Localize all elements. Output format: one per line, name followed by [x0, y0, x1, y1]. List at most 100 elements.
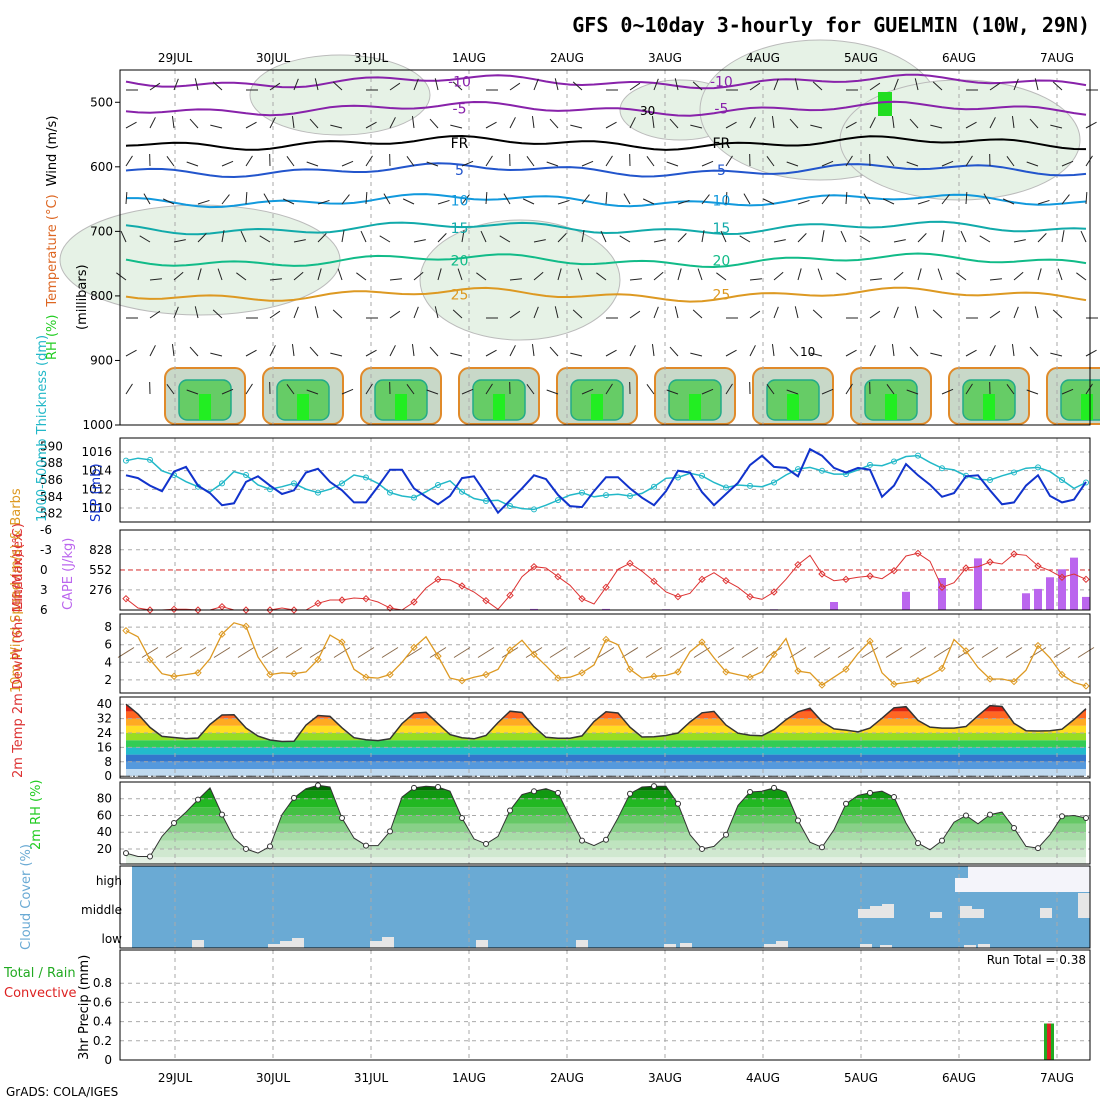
rh-pocket-core — [689, 394, 701, 420]
wind-barb — [869, 345, 876, 357]
rh-pocket-core — [591, 394, 603, 420]
rh-point — [1083, 814, 1089, 821]
wind-barb — [1011, 344, 1015, 357]
wind-barb — [1002, 198, 1015, 205]
wind-barb — [125, 191, 128, 205]
wind-barb — [477, 647, 495, 658]
li-point — [746, 592, 754, 601]
wind-barb — [677, 199, 690, 205]
wind-barb — [1085, 155, 1093, 167]
wind-point — [578, 669, 586, 677]
y-tick: 8 — [104, 620, 112, 634]
wind-barb — [1013, 239, 1026, 243]
cape-bar — [1058, 569, 1066, 610]
wind-barb — [893, 271, 904, 281]
wind-barb — [337, 268, 343, 281]
wind-barb — [411, 344, 415, 357]
wind-barb — [810, 124, 823, 129]
isotherm-line — [125, 100, 1087, 117]
cloud-low — [680, 943, 692, 948]
wind-point — [146, 655, 154, 664]
thickness-point — [675, 474, 681, 481]
wind-barb — [437, 268, 442, 281]
wind-barb — [653, 306, 659, 319]
wind-barb — [765, 647, 783, 658]
y-tick: 40 — [97, 825, 112, 839]
wind-barb — [557, 268, 562, 281]
thickness-point — [723, 484, 729, 491]
wind-barb — [125, 155, 133, 167]
wind-barb — [989, 278, 1002, 281]
temp-band — [120, 697, 1090, 704]
wind-barb — [786, 161, 799, 167]
wind-barb — [240, 230, 247, 243]
thickness-point — [315, 489, 321, 496]
wind-barb — [125, 349, 137, 357]
wind-barb — [886, 156, 895, 167]
wind-barb — [930, 124, 943, 129]
wind-barb — [773, 271, 784, 281]
wind-barb — [306, 389, 319, 395]
wind-barb — [259, 235, 271, 243]
wind-barb — [1052, 81, 1063, 91]
wind-barb — [437, 233, 447, 243]
x-tick-top: 30JUL — [256, 51, 291, 65]
y-tick-left: 584 — [40, 490, 63, 504]
wind-barb — [743, 193, 751, 205]
thickness-point — [771, 479, 777, 486]
temp-band — [126, 761, 1086, 769]
wind-barb — [869, 117, 876, 129]
wind-barb — [917, 268, 922, 281]
temp-bands — [120, 697, 1090, 777]
y-tick-right: 1010 — [81, 501, 112, 515]
y-tick: 40 — [97, 697, 112, 711]
cloud-mid — [1078, 893, 1090, 918]
isotherm-label: 20 — [451, 253, 469, 269]
thickness-point — [483, 498, 489, 504]
rh-point — [459, 814, 465, 821]
rh-point — [363, 842, 369, 849]
cloud-mid — [882, 904, 894, 918]
wind-barb — [245, 191, 248, 205]
cloud-high — [955, 878, 1090, 892]
wind-barb — [766, 384, 775, 395]
wind-barb — [845, 191, 848, 205]
thickness-point — [1083, 479, 1089, 486]
wind-barb — [1050, 352, 1063, 357]
rh-pocket-core — [1081, 394, 1093, 420]
wind-barb — [981, 647, 999, 658]
wind-barb — [531, 116, 535, 129]
y-tick-label: 600 — [90, 160, 113, 174]
wind-barb — [605, 155, 613, 167]
wind-barb — [642, 198, 655, 205]
wind-barb — [605, 383, 613, 395]
wind-point — [770, 650, 778, 659]
wind-barb — [812, 81, 823, 91]
wind-barb — [956, 272, 967, 281]
isotherm-label: 5 — [717, 163, 726, 179]
y-tick-left: 6 — [40, 603, 48, 617]
wind-barb — [965, 121, 977, 129]
y-tick-left: 588 — [40, 456, 63, 470]
wind-barb — [1061, 388, 1074, 395]
x-tick-top: 5AUG — [844, 51, 878, 65]
isotherm-label: 15 — [451, 221, 469, 237]
rh-band — [126, 840, 1086, 849]
precip-convective-bar — [1047, 1023, 1051, 1060]
wind-barb — [629, 82, 641, 91]
li-point — [146, 606, 154, 614]
wind-barb — [269, 278, 282, 281]
rh-point — [819, 844, 825, 851]
wind-barb — [741, 647, 759, 658]
wind-barb — [701, 194, 710, 205]
cape-bar — [1046, 577, 1054, 610]
wind-barb — [221, 194, 230, 205]
wind-barb — [434, 306, 439, 319]
wind-barb — [629, 117, 636, 129]
wind-barb — [1057, 268, 1063, 281]
wind-point — [626, 665, 634, 674]
wind-barb — [932, 81, 943, 91]
wind-barb — [413, 78, 419, 91]
wind-barb — [941, 160, 954, 167]
thickness-point — [1011, 469, 1017, 476]
